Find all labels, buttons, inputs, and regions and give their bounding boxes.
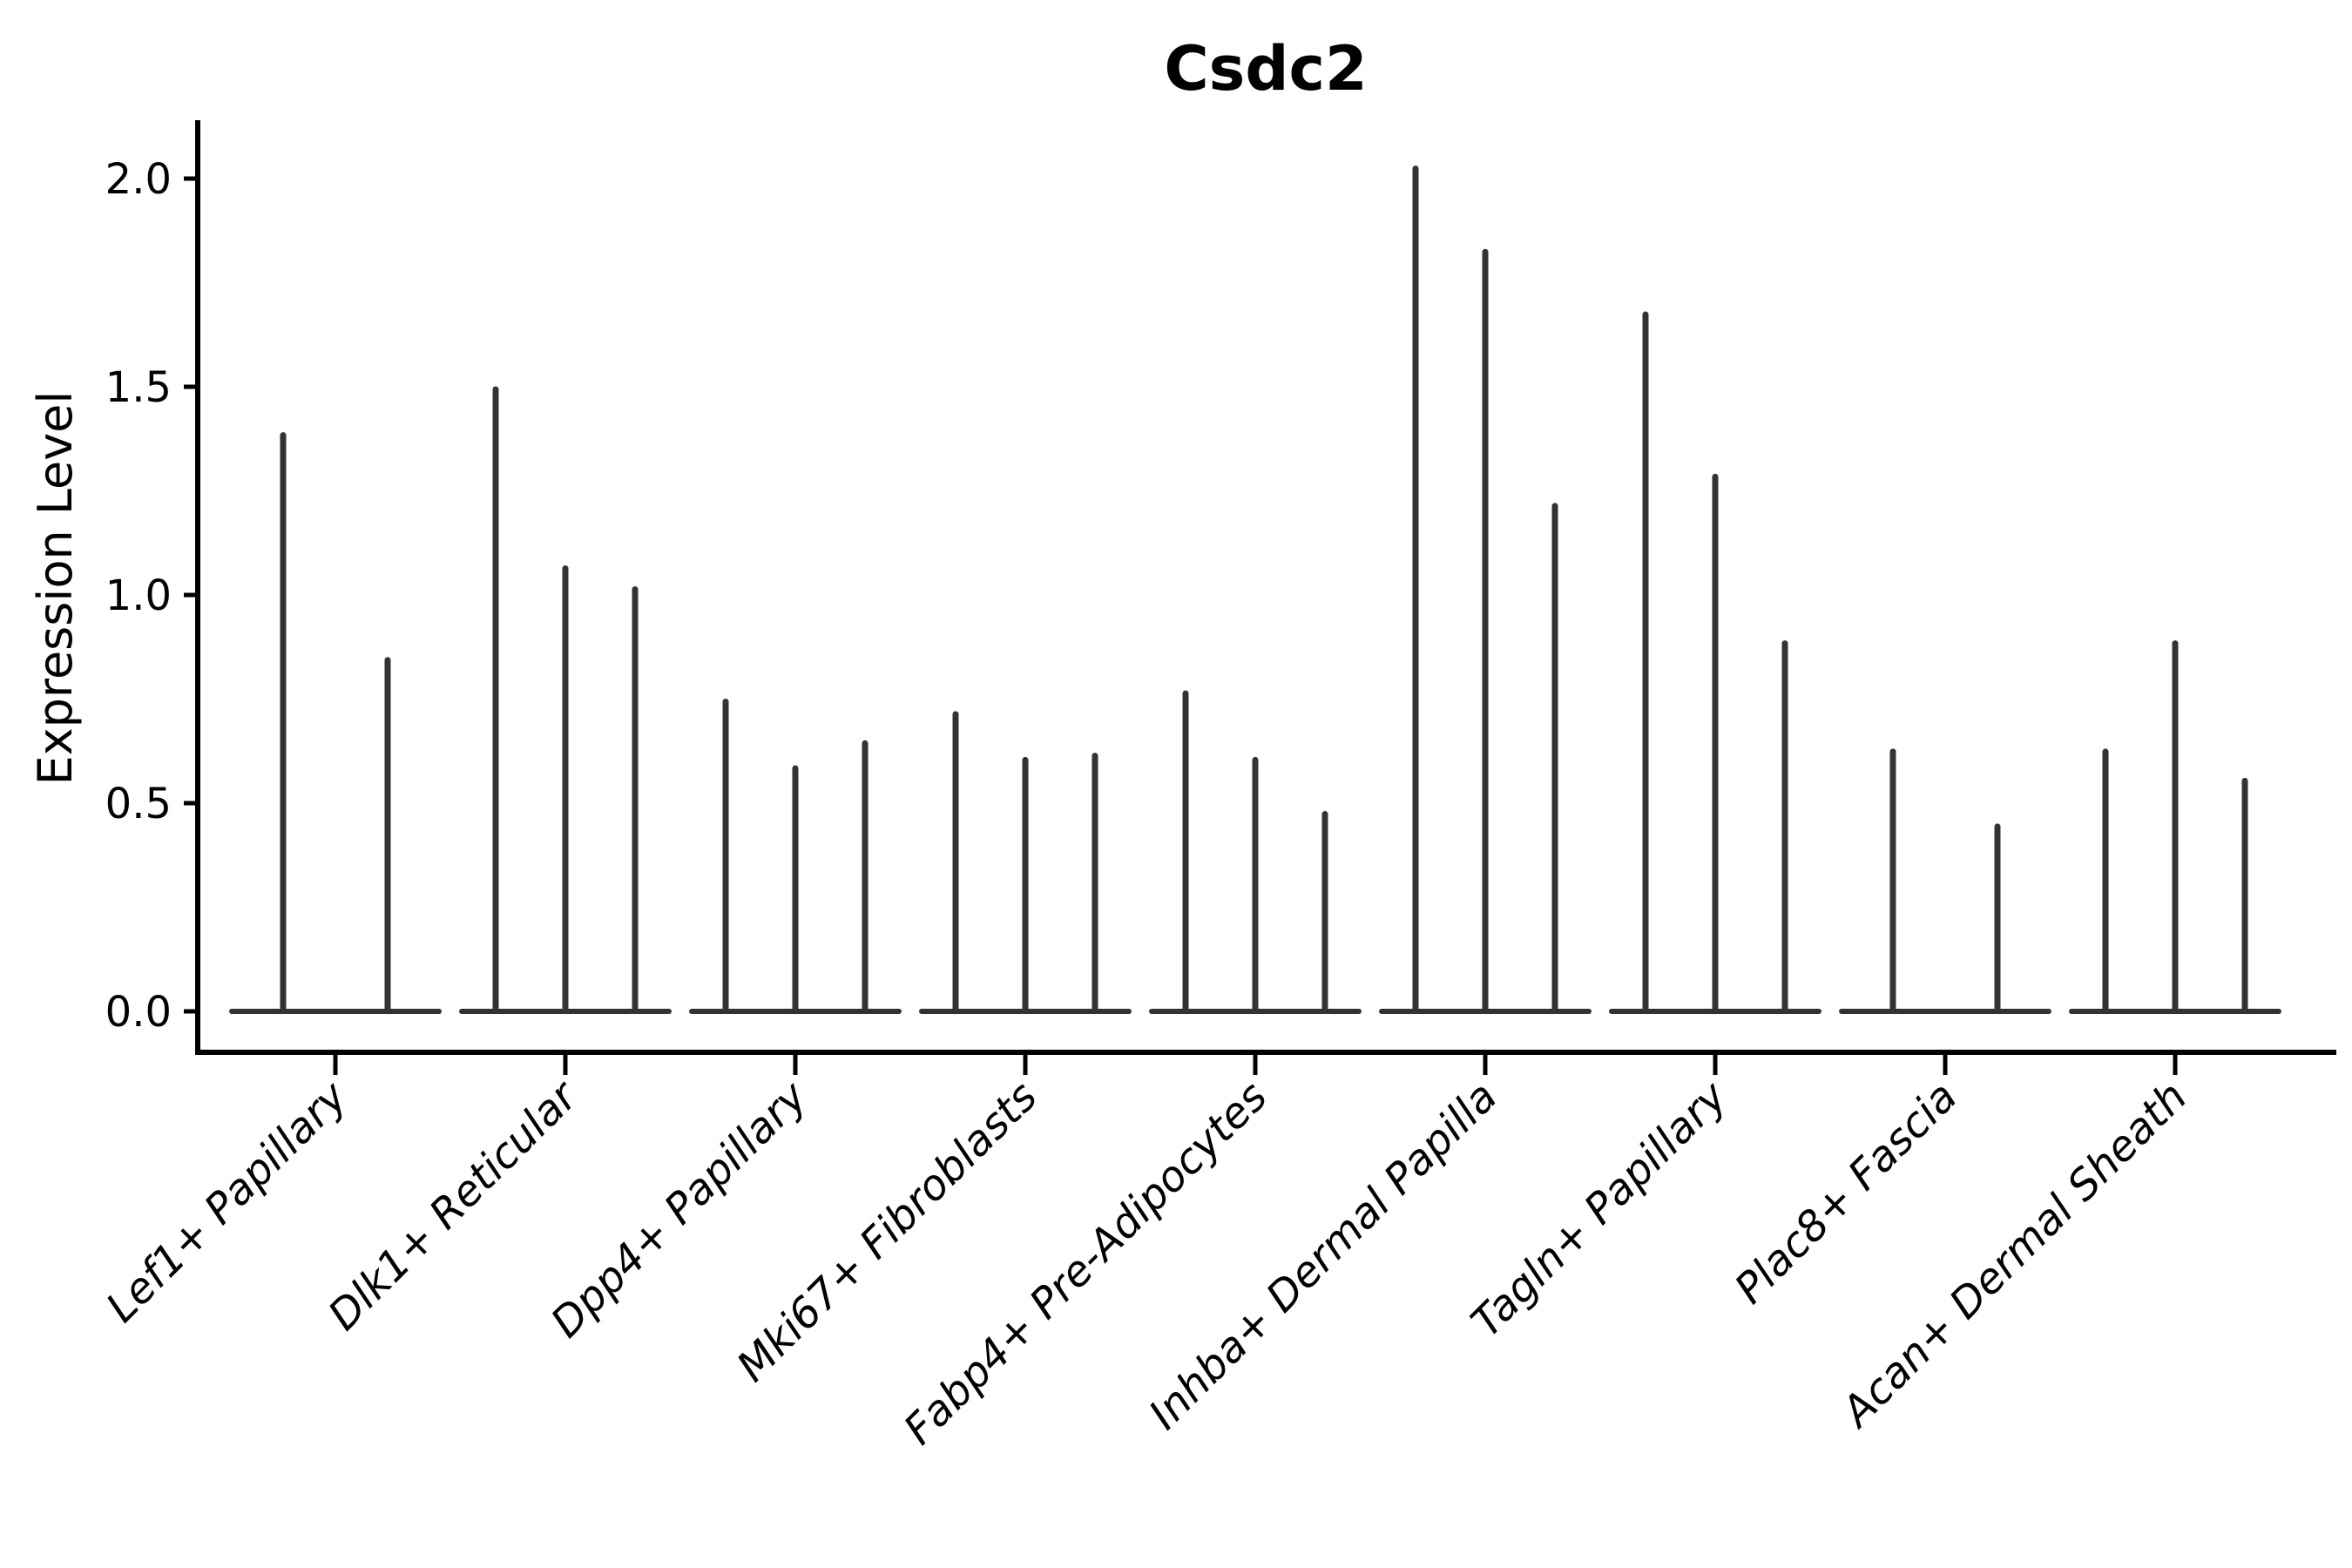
chart-title: Csdc2	[1164, 33, 1367, 105]
y-tick-label: 0.5	[105, 780, 172, 828]
violin-base	[1839, 1009, 2051, 1014]
y-tick-label: 2.0	[105, 155, 172, 204]
x-axis-category-label: Tagln+ Papillary	[1462, 1071, 1737, 1347]
x-ticks-layer	[333, 1055, 2178, 1075]
y-ticks-layer: 0.0 0.5 1.0 1.5 2.0	[105, 155, 198, 1037]
violins-layer	[229, 166, 2281, 1014]
violin-base	[229, 1009, 442, 1014]
x-axis-category-label: Dlk1+ Reticular	[319, 1071, 589, 1341]
x-axis-category-label: Lef1+ Papillary	[97, 1071, 357, 1332]
x-axis-category-label: Dpp4+ Papillary	[542, 1071, 817, 1347]
x-axis-category-label: Fabp4+ Pre-Adipocytes	[895, 1072, 1277, 1455]
y-tick-label: 0.0	[105, 988, 172, 1037]
y-tick-label: 1.5	[105, 363, 172, 412]
x-axis-category-label: Plac8+ Fascia	[1726, 1072, 1967, 1314]
y-axis-label: Expression Level	[28, 391, 83, 786]
y-tick-label: 1.0	[105, 571, 172, 620]
